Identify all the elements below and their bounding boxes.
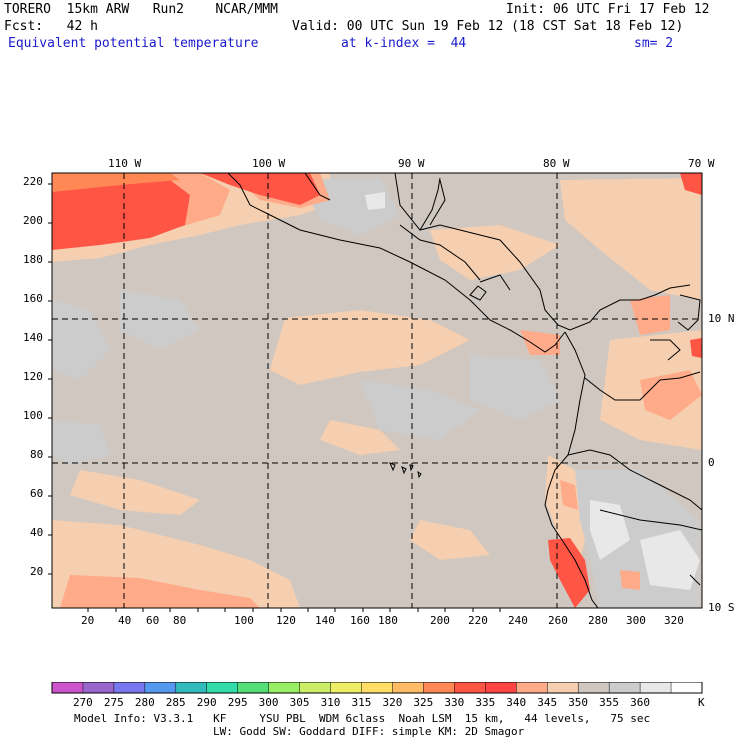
y-tick-label: 220 bbox=[23, 175, 43, 188]
colorbar-label: 325 bbox=[413, 696, 434, 709]
colorbar-unit: K bbox=[698, 696, 705, 709]
colorbar bbox=[51, 682, 703, 694]
colorbar-label: 270 bbox=[72, 696, 93, 709]
colorbar-swatch bbox=[268, 682, 301, 693]
colorbar-swatch bbox=[392, 682, 424, 693]
colorbar-swatch bbox=[237, 682, 270, 693]
colorbar-label: 340 bbox=[506, 696, 527, 709]
colorbar-swatch bbox=[578, 682, 610, 693]
colorbar-label: 275 bbox=[103, 696, 124, 709]
longitude-label: 100 W bbox=[252, 157, 286, 170]
colorbar-label: 300 bbox=[258, 696, 279, 709]
x-tick-label: 260 bbox=[548, 614, 568, 627]
colorbar-swatch bbox=[671, 682, 703, 693]
longitude-label: 110 W bbox=[108, 157, 142, 170]
model-info: Model Info: V3.3.1 KF YSU PBL WDM 6class… bbox=[74, 712, 651, 725]
colorbar-swatch bbox=[423, 682, 455, 693]
colorbar-swatch bbox=[206, 682, 239, 693]
colorbar-swatch bbox=[52, 682, 84, 693]
latitude-label: 0 bbox=[708, 456, 715, 469]
physics-info: LW: Godd SW: Goddard DIFF: simple KM: 2D… bbox=[213, 725, 525, 738]
longitude-label: 70 W bbox=[688, 157, 715, 170]
latitude-label: 10 S bbox=[708, 601, 735, 614]
x-tick-label: 100 bbox=[234, 614, 254, 627]
colorbar-swatch bbox=[113, 682, 146, 693]
colorbar-swatch bbox=[485, 682, 517, 693]
x-tick-label: 120 bbox=[276, 614, 296, 627]
y-tick-label: 160 bbox=[23, 292, 43, 305]
y-tick-label: 20 bbox=[30, 565, 44, 578]
colorbar-swatch bbox=[454, 682, 486, 693]
colorbar-swatch bbox=[547, 682, 579, 693]
forecast-hour: Fcst: 42 h bbox=[4, 19, 98, 34]
x-tick-label: 320 bbox=[664, 614, 684, 627]
smoothing-info: sm= 2 bbox=[634, 36, 674, 51]
latitude-label: 10 N bbox=[708, 312, 735, 325]
y-tick-label: 60 bbox=[30, 487, 44, 500]
colorbar-swatch bbox=[361, 682, 393, 693]
y-tick-label: 200 bbox=[23, 214, 43, 227]
field-name: Equivalent potential temperature bbox=[8, 36, 259, 51]
colorbar-frame bbox=[51, 682, 703, 694]
colorbar-label: 280 bbox=[134, 696, 155, 709]
colorbar-label: 350 bbox=[568, 696, 589, 709]
colorbar-swatch bbox=[175, 682, 208, 693]
colorbar-label: 355 bbox=[599, 696, 620, 709]
x-tick-label: 40 bbox=[118, 614, 132, 627]
colorbar-label: 345 bbox=[537, 696, 558, 709]
colorbar-label: 285 bbox=[165, 696, 186, 709]
colorbar-swatch bbox=[516, 682, 548, 693]
model-title: TORERO 15km ARW Run2 NCAR/MMM bbox=[4, 2, 278, 17]
x-tick-label: 280 bbox=[588, 614, 608, 627]
colorbar-label: 310 bbox=[320, 696, 341, 709]
y-tick-label: 140 bbox=[23, 331, 43, 344]
colorbar-swatch bbox=[609, 682, 641, 693]
colorbar-swatch bbox=[640, 682, 672, 693]
longitude-label: 80 W bbox=[543, 157, 570, 170]
colorbar-label: 360 bbox=[630, 696, 650, 709]
colorbar-label: 320 bbox=[382, 696, 403, 709]
colorbar-label: 295 bbox=[227, 696, 248, 709]
y-tick-label: 100 bbox=[23, 409, 43, 422]
colorbar-label: 315 bbox=[351, 696, 372, 709]
y-tick-label: 80 bbox=[30, 448, 44, 461]
colorbar-swatch bbox=[82, 682, 115, 693]
y-tick-label: 120 bbox=[23, 370, 43, 383]
x-tick-label: 60 bbox=[146, 614, 160, 627]
colorbar-swatch bbox=[299, 682, 332, 693]
colorbar-label: 305 bbox=[289, 696, 310, 709]
x-tick-label: 140 bbox=[315, 614, 335, 627]
x-tick-label: 200 bbox=[430, 614, 450, 627]
x-tick-label: 180 bbox=[378, 614, 398, 627]
colorbar-label: 330 bbox=[444, 696, 465, 709]
x-tick-label: 240 bbox=[508, 614, 528, 627]
x-tick-label: 20 bbox=[81, 614, 95, 627]
level-info: at k-index = 44 bbox=[341, 36, 467, 51]
valid-time: Valid: 00 UTC Sun 19 Feb 12 (18 CST Sat … bbox=[292, 19, 684, 34]
longitude-label: 90 W bbox=[398, 157, 425, 170]
y-tick-label: 40 bbox=[30, 526, 44, 539]
colorbar-label: 335 bbox=[475, 696, 496, 709]
colorbar-swatch bbox=[144, 682, 177, 693]
x-tick-label: 220 bbox=[468, 614, 488, 627]
x-tick-label: 300 bbox=[626, 614, 646, 627]
colorbar-swatch bbox=[330, 682, 363, 693]
x-tick-label: 80 bbox=[173, 614, 187, 627]
colorbar-label: 290 bbox=[196, 696, 217, 709]
init-time: Init: 06 UTC Fri 17 Feb 12 bbox=[506, 2, 710, 17]
x-tick-label: 160 bbox=[350, 614, 370, 627]
y-tick-label: 180 bbox=[23, 253, 43, 266]
